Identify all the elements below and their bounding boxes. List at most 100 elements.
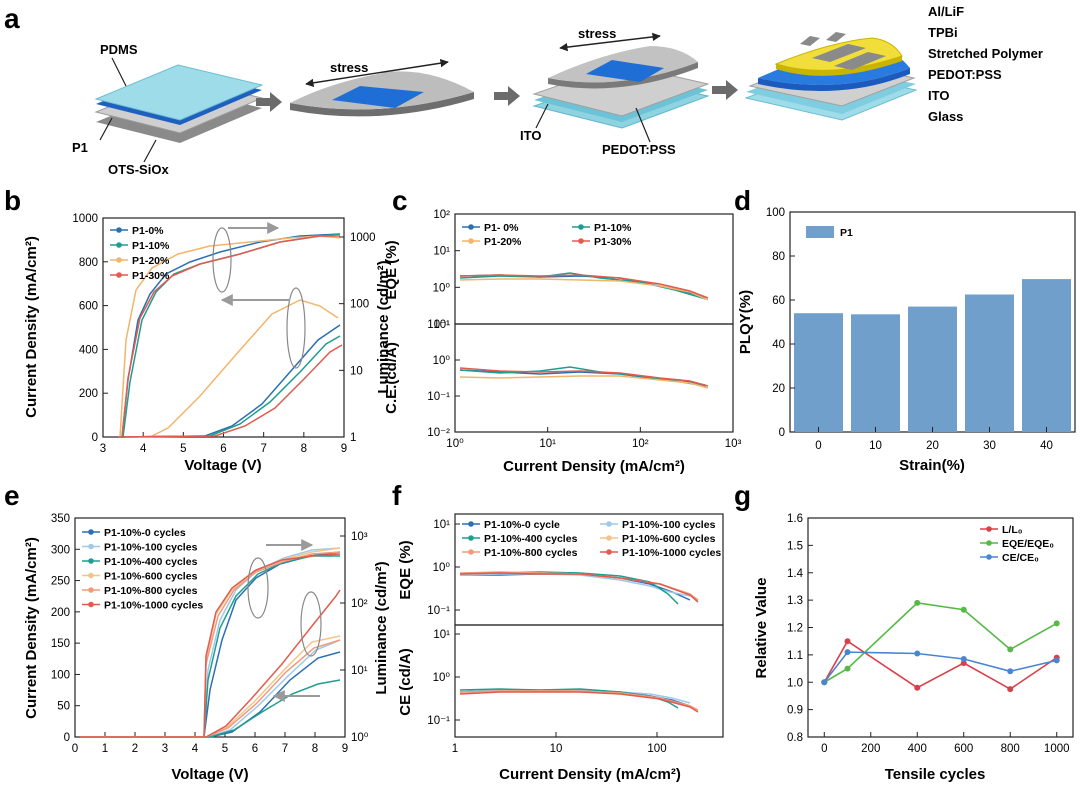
panel-letter: a [4, 3, 20, 34]
data-point [960, 660, 967, 667]
y-tick-label: 100 [350, 299, 369, 311]
panel-c: c 10⁰ 10¹ 10² 10³ 10⁻¹10⁰10¹10²10⁻²10⁻¹10⁰1… [383, 185, 741, 475]
label-stress-2: stress [578, 26, 616, 41]
data-point [821, 679, 828, 686]
group-ellipse [286, 287, 306, 369]
y-tick-label: 10¹ [433, 519, 450, 531]
legend-marker [468, 224, 474, 230]
y-tick-label: 400 [79, 344, 98, 356]
legend-label: P1-10%-0 cycle [484, 519, 560, 531]
panel-letter: e [4, 480, 20, 511]
x-tick-label: 3 [100, 443, 106, 455]
legend-label: P1- 0% [484, 222, 519, 234]
x-tick-label: 7 [282, 743, 288, 755]
legend-marker [606, 521, 612, 527]
y2-axis: 1 10 100 1000 [339, 232, 376, 444]
y-axis: 0.8 0.9 1.0 1.1 1.2 1.3 1.4 1.5 1.6 [787, 513, 813, 744]
legend-marker [116, 227, 122, 233]
step3-layers [532, 46, 710, 129]
ce-curves [459, 688, 699, 713]
tpbi-edge [776, 56, 902, 76]
series-line [459, 367, 709, 387]
label-ots: OTS-SiOx [108, 162, 169, 177]
series-line-p1-10 [117, 335, 341, 438]
series-line [80, 589, 341, 738]
y-tick-label: 10⁰ [433, 562, 451, 574]
y-tick-label: 0.9 [787, 705, 803, 717]
p1-leader [99, 117, 113, 141]
p1-patch [332, 86, 424, 108]
y-tick-label: 800 [79, 257, 98, 269]
y-tick-label: 1.2 [787, 623, 803, 635]
series-line [459, 690, 699, 711]
series-line [459, 691, 699, 713]
bars [793, 279, 1072, 432]
y-tick-label: 600 [79, 301, 98, 313]
x-tick-label: 400 [908, 743, 927, 755]
data-point [1007, 646, 1014, 653]
x-axis-label: Strain(%) [899, 457, 965, 474]
legend-label: L/L₀ [1002, 524, 1023, 536]
x-tick-label: 0 [815, 440, 821, 452]
panel-letter: c [392, 185, 408, 216]
film-edge [290, 92, 474, 117]
y-tick-label: 0.8 [787, 732, 803, 744]
legend-label: P1-10% [132, 240, 170, 252]
x-tick-label: 2 [132, 743, 138, 755]
x-tick-label: 5 [222, 743, 228, 755]
y-tick-label: 1000 [350, 232, 376, 244]
y-tick-label: 10¹ [433, 629, 450, 641]
x-tick-label: 10² [632, 438, 649, 450]
series-line [823, 651, 1057, 683]
data-point [914, 650, 921, 657]
y-tick-label: 0 [92, 432, 98, 444]
legend-marker [606, 549, 612, 555]
y-tick-label: 1 [350, 432, 356, 444]
x-tick-label: 3 [162, 743, 168, 755]
x-tick-label: 1 [452, 743, 458, 755]
legend-marker [88, 587, 94, 593]
x-tick-label: 4 [192, 743, 199, 755]
y-tick-label: 200 [79, 388, 98, 400]
x-tick-label: 0 [72, 743, 78, 755]
legend-label: P1 [840, 227, 853, 239]
series-line [80, 635, 341, 738]
pdms-layer [94, 64, 264, 121]
y-axis: 0 200 400 600 800 1000 [72, 213, 108, 444]
x-axis: 0 200 400 600 800 1000 [821, 732, 1070, 755]
x-axis: 10⁰ 10¹ 10² 10³ [446, 427, 741, 450]
y-tick-label: 1.4 [787, 568, 804, 580]
y-axis-label: Relative Value [753, 578, 770, 679]
stack-label: TPBi [928, 25, 958, 40]
luminance-curves [118, 233, 341, 438]
legend-label: P1-10%-100 cycles [622, 519, 716, 531]
panel-letter: f [392, 480, 402, 511]
y-axis: 10⁻¹ 10⁰ 10¹ 10² 10⁻² 10⁻¹ 10⁰ 10¹ [427, 209, 460, 439]
x-tick-label: 1 [102, 743, 108, 755]
legend-label: P1-10%-800 cycles [104, 585, 198, 597]
series-line [80, 679, 341, 738]
series-line [823, 602, 1058, 683]
x-tick-label: 0 [821, 743, 827, 755]
y-tick-label: 0 [64, 732, 70, 744]
legend-label: P1-30% [594, 236, 632, 248]
legend-marker [88, 558, 94, 564]
panel-letter: g [734, 480, 751, 511]
x-tick-label: 20 [926, 440, 939, 452]
x-tick-label: 10 [869, 440, 882, 452]
stack-label: PEDOT:PSS [928, 67, 1002, 82]
group-ellipse [212, 227, 232, 293]
y-tick-label: 40 [772, 339, 785, 351]
group-ellipse [300, 591, 322, 657]
eqe-curves [459, 571, 699, 605]
x-tick-label: 800 [1001, 743, 1020, 755]
luminance-curves [203, 547, 341, 738]
legend-label: P1-10%-800 cycles [484, 547, 578, 559]
series-line [823, 640, 1058, 691]
series-line-p1-20 [118, 235, 341, 438]
x-tick-label: 8 [312, 743, 318, 755]
legend: P1-0% P1-10% P1-20% P1-30% [110, 225, 170, 282]
legend-label: P1-10%-1000 cycles [104, 600, 203, 612]
y-axis-label: Current Density (mA/cm²) [23, 537, 40, 719]
